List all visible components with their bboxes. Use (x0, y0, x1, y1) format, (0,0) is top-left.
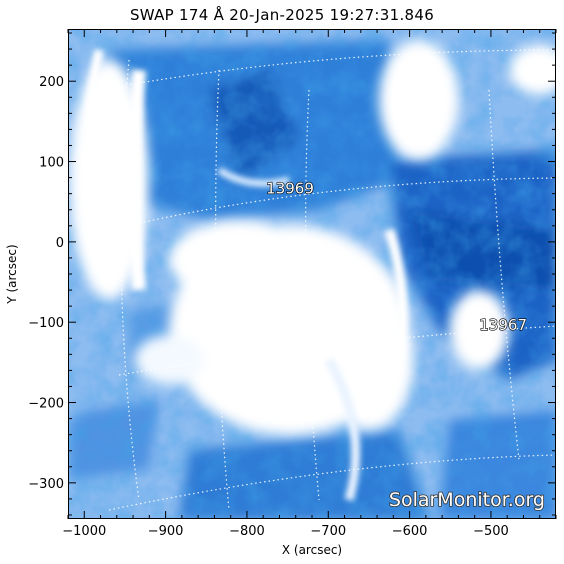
y-tick-label: 200 (39, 75, 64, 90)
plot-title: SWAP 174 Å 20-Jan-2025 19:27:31.846 (129, 6, 435, 24)
solar-image-panel (68, 29, 556, 519)
x-axis-label: X (arcsec) (282, 543, 342, 557)
y-tick-label: −300 (28, 477, 64, 492)
x-tick-label: −1000 (62, 524, 106, 539)
y-tick-label: 0 (56, 236, 64, 251)
euv-image (69, 30, 555, 518)
heliographic-grid (98, 49, 555, 511)
x-tick-label: −700 (310, 524, 346, 539)
y-tick-label: −100 (28, 316, 64, 331)
x-tick-label: −800 (229, 524, 265, 539)
y-tick-label: 100 (39, 156, 64, 171)
x-tick-label: −900 (148, 524, 184, 539)
x-tick-label: −600 (392, 524, 428, 539)
y-tick-label: −200 (28, 397, 64, 412)
x-tick-label: −500 (473, 524, 509, 539)
bright-loop-strands (86, 49, 408, 502)
y-axis-label: Y (arcsec) (5, 244, 19, 304)
